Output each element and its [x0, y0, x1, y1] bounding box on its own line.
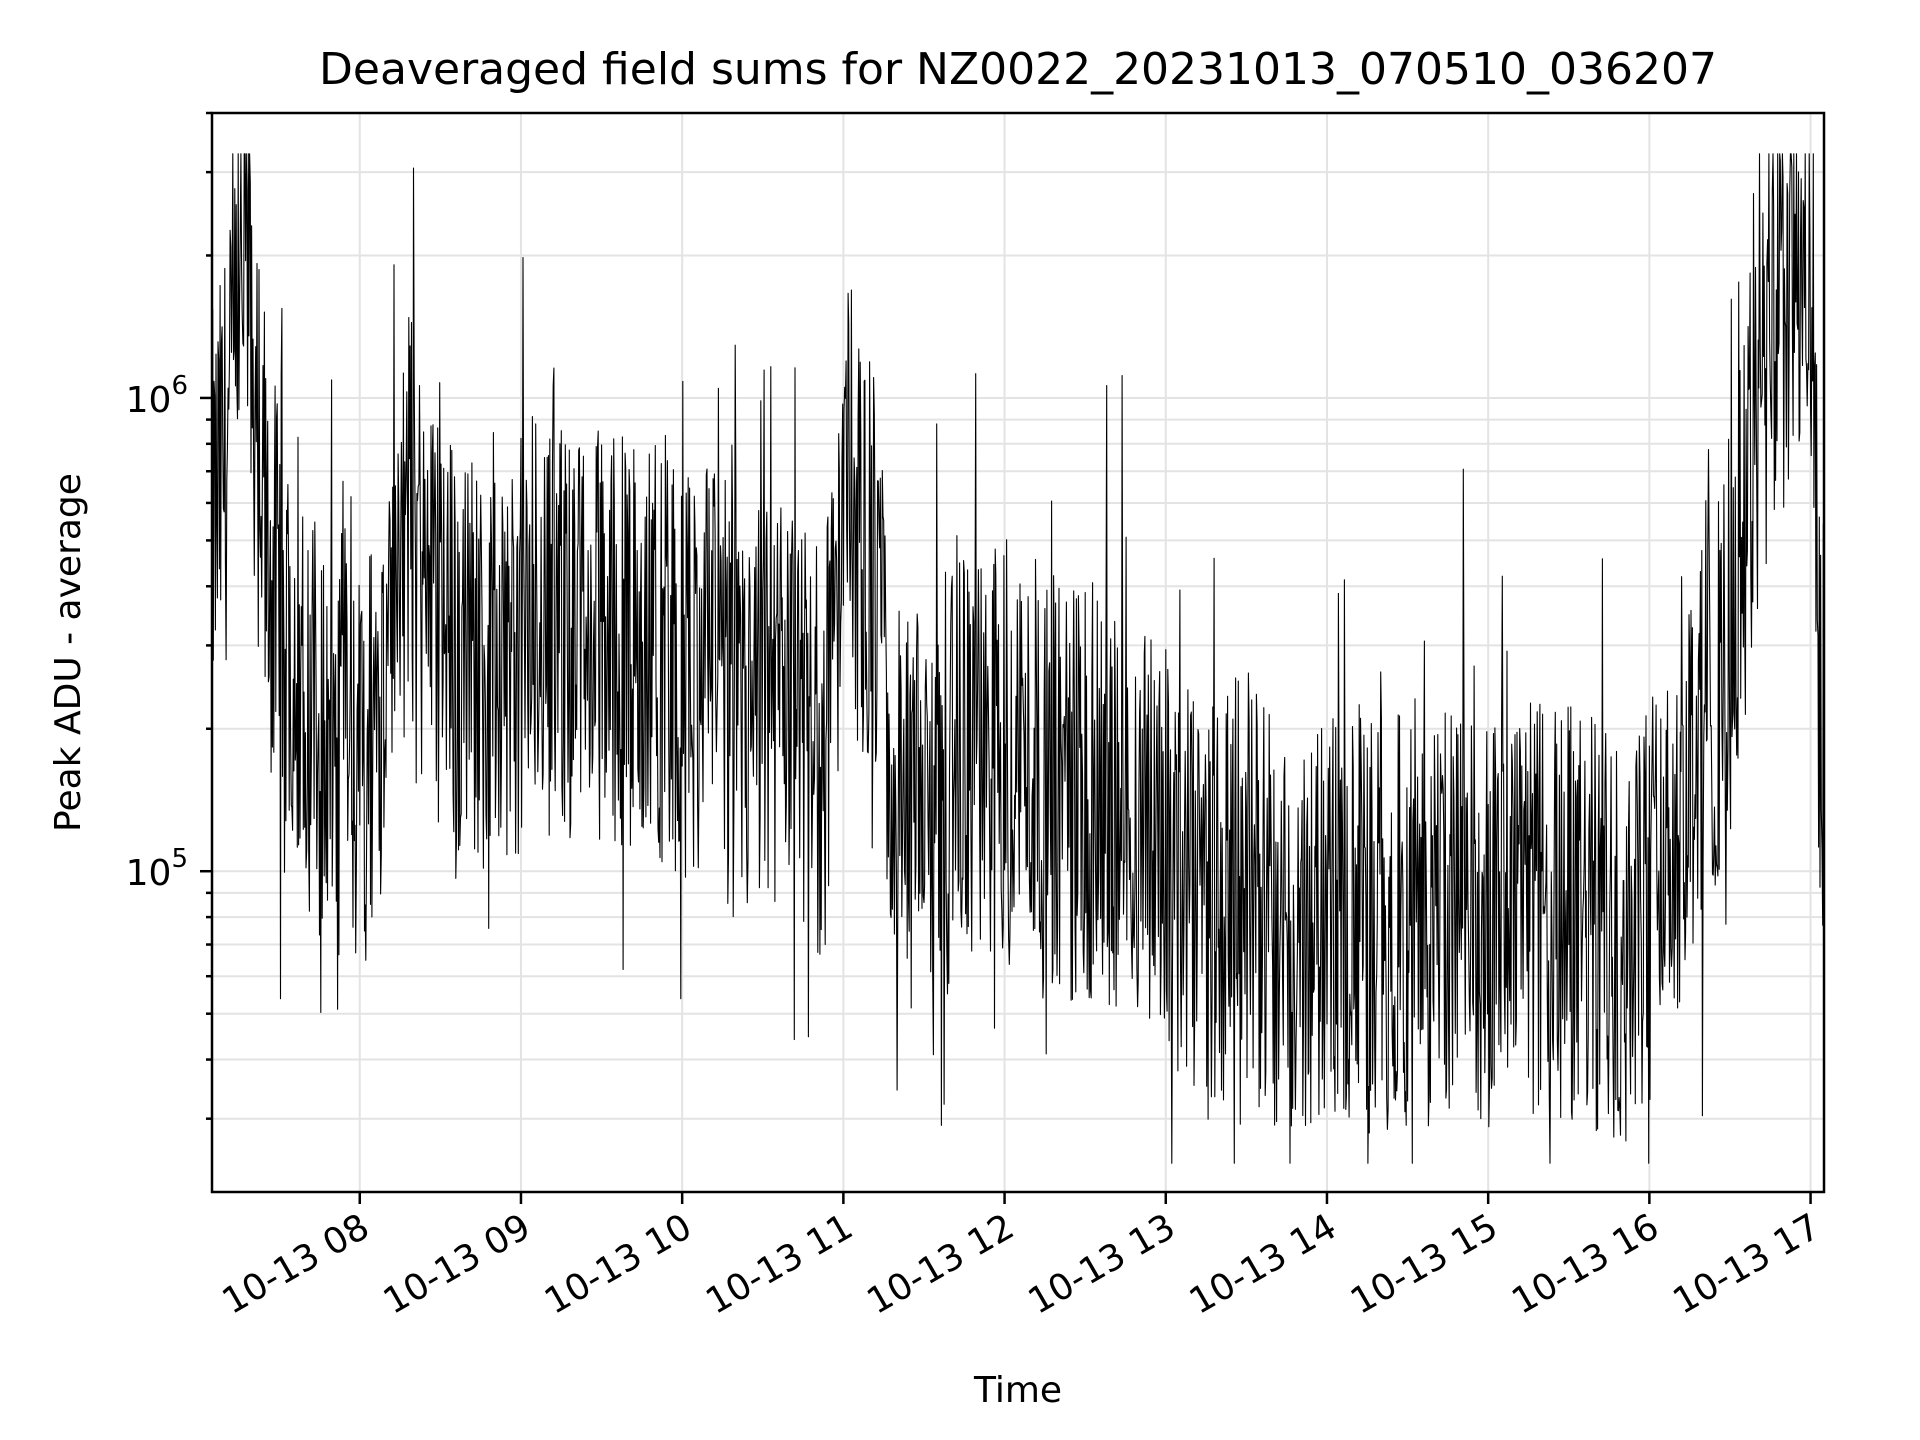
- y-tick-label-exponent: 6: [171, 371, 188, 401]
- y-tick-label-exponent: 5: [171, 844, 188, 874]
- x-axis-label: Time: [973, 1370, 1062, 1411]
- series-layer: [211, 153, 1825, 1164]
- chart-title: Deaveraged field sums for NZ0022_2023101…: [319, 44, 1717, 95]
- y-tick-label: 105: [126, 844, 188, 894]
- y-axis-label: Peak ADU - average: [48, 473, 89, 832]
- plot-frame: [210, 111, 1826, 1194]
- y-tick-label-base: 10: [126, 853, 172, 894]
- data-series-line: [211, 153, 1825, 1164]
- y-tick-label-base: 10: [126, 380, 172, 421]
- y-tick-label: 106: [126, 371, 188, 421]
